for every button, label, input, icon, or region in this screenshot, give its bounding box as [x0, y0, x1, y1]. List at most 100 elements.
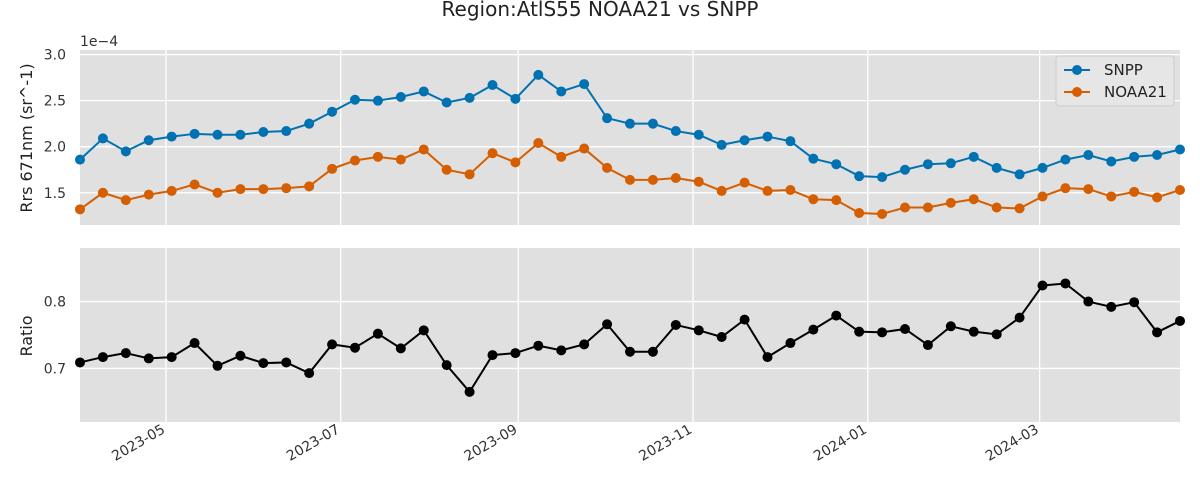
- top-panel: 3.0 2.5 2.0 1.5 1e−4 Rrs 671nm (sr^-1) SNPP…: [17, 34, 1185, 225]
- top-series-1-point-18: [487, 148, 498, 159]
- top-series-0-point-21: [556, 86, 567, 97]
- top-series-1-point-25: [647, 174, 658, 185]
- top-series-0-point-38: [945, 158, 956, 169]
- top-series-0-point-10: [304, 118, 315, 129]
- top-series-1-point-2: [120, 195, 131, 206]
- bottom-series-0-point-27: [693, 325, 704, 336]
- bottom-series-0-point-1: [97, 352, 108, 363]
- top-series-0-point-28: [716, 139, 727, 150]
- top-y-ticks: 3.0 2.5 2.0 1.5: [44, 48, 66, 202]
- top-series-1-point-17: [464, 169, 475, 180]
- top-series-0-point-47: [1152, 150, 1163, 160]
- top-series-0-point-34: [854, 171, 865, 182]
- top-series-1-point-8: [258, 184, 269, 195]
- top-series-0-point-3: [143, 135, 154, 146]
- top-series-1-point-32: [808, 194, 819, 205]
- bottom-y-ticks: 0.8 0.7: [44, 295, 66, 378]
- bottom-ytick-label-1: 0.7: [44, 361, 66, 377]
- top-series-0-point-31: [785, 136, 796, 147]
- bottom-series-0-point-36: [900, 323, 910, 334]
- bottom-series-0-point-25: [647, 346, 658, 357]
- top-series-0-point-14: [395, 91, 406, 102]
- top-series-1-point-6: [212, 187, 223, 198]
- bottom-series-0-point-38: [945, 321, 956, 332]
- x-tick-label-3: 2023-11: [636, 422, 695, 465]
- bottom-series-0-point-44: [1083, 296, 1094, 307]
- bottom-series-0-point-3: [143, 353, 154, 364]
- top-series-1-point-40: [991, 202, 1002, 213]
- top-series-1-point-48: [1175, 185, 1185, 195]
- bottom-series-0-point-5: [189, 338, 200, 349]
- top-series-0-point-25: [647, 118, 658, 129]
- bottom-series-0-point-18: [487, 350, 498, 361]
- top-series-0-point-8: [258, 126, 269, 137]
- bottom-series-0-point-16: [441, 360, 452, 371]
- top-series-1-point-29: [739, 177, 750, 188]
- top-series-1-point-41: [1014, 203, 1025, 214]
- top-series-1-point-10: [304, 181, 315, 192]
- top-series-1-point-12: [350, 155, 360, 166]
- top-series-1-point-3: [143, 189, 154, 200]
- bottom-series-0-point-41: [1014, 312, 1025, 323]
- top-series-1-point-1: [97, 187, 108, 198]
- top-series-1-point-21: [556, 151, 567, 162]
- bottom-series-0-point-48: [1175, 315, 1185, 326]
- legend-noaa21-label: NOAA21: [1104, 83, 1167, 101]
- top-series-0-point-6: [212, 129, 223, 140]
- top-series-1-point-36: [900, 202, 910, 213]
- top-series-1-point-39: [968, 194, 979, 205]
- top-series-0-point-30: [762, 131, 773, 142]
- bottom-series-0-point-40: [991, 329, 1002, 340]
- top-series-1-point-15: [418, 144, 429, 155]
- top-series-0-point-7: [235, 129, 246, 140]
- top-series-0-point-11: [327, 106, 338, 117]
- top-series-1-point-31: [785, 185, 796, 195]
- x-tick-label-4: 2024-01: [811, 422, 870, 465]
- bottom-series-0-point-11: [327, 339, 338, 350]
- top-plot-background: [80, 50, 1180, 225]
- bottom-series-0-point-17: [464, 386, 475, 397]
- bottom-series-0-point-4: [166, 352, 177, 363]
- bottom-series-0-point-39: [968, 326, 979, 337]
- bottom-series-0-point-45: [1106, 301, 1117, 312]
- top-series-0-point-1: [97, 133, 108, 144]
- top-series-0-point-37: [922, 159, 933, 170]
- top-series-1-point-0: [75, 204, 85, 215]
- x-tick-labels: 2023-05 2023-07 2023-09 2023-11 2024-01 2024-…: [109, 422, 1041, 465]
- top-series-0-point-45: [1106, 156, 1117, 167]
- top-series-0-point-39: [968, 151, 979, 162]
- top-series-1-point-4: [166, 185, 177, 196]
- bottom-series-0-point-15: [418, 325, 429, 336]
- top-series-1-point-47: [1152, 192, 1163, 203]
- top-series-1-point-13: [372, 151, 383, 162]
- top-series-0-point-46: [1129, 151, 1140, 162]
- bottom-series-0-point-31: [785, 338, 796, 349]
- top-series-1-point-7: [235, 184, 246, 195]
- top-series-0-point-18: [487, 80, 498, 90]
- top-series-0-point-32: [808, 153, 819, 164]
- bottom-series-0-point-2: [120, 348, 131, 359]
- bottom-series-0-point-23: [602, 319, 613, 330]
- top-series-0-point-44: [1083, 150, 1094, 160]
- top-series-1-point-19: [510, 157, 521, 168]
- top-series-1-point-26: [670, 173, 681, 184]
- top-ytick-label-1: 2.5: [44, 94, 66, 110]
- legend-snpp-marker: [1072, 65, 1082, 75]
- top-series-0-point-13: [372, 95, 383, 106]
- top-series-1-point-33: [831, 195, 842, 206]
- top-series-1-point-42: [1037, 191, 1048, 202]
- top-series-1-point-20: [533, 138, 544, 149]
- top-series-0-point-0: [75, 154, 85, 165]
- top-ytick-label-0: 3.0: [44, 48, 66, 64]
- top-series-0-point-35: [877, 172, 888, 183]
- legend-box: [1055, 55, 1175, 107]
- bottom-series-0-point-37: [922, 340, 933, 351]
- top-series: [75, 69, 1185, 219]
- top-y-axis-label: Rrs 671nm (sr^-1): [17, 63, 36, 212]
- bottom-series-0-point-43: [1060, 278, 1071, 289]
- top-ytick-label-3: 1.5: [44, 186, 66, 202]
- bottom-series-0-point-22: [579, 339, 590, 350]
- x-tick-label-2: 2023-09: [462, 422, 521, 465]
- top-series-0-point-26: [670, 126, 681, 137]
